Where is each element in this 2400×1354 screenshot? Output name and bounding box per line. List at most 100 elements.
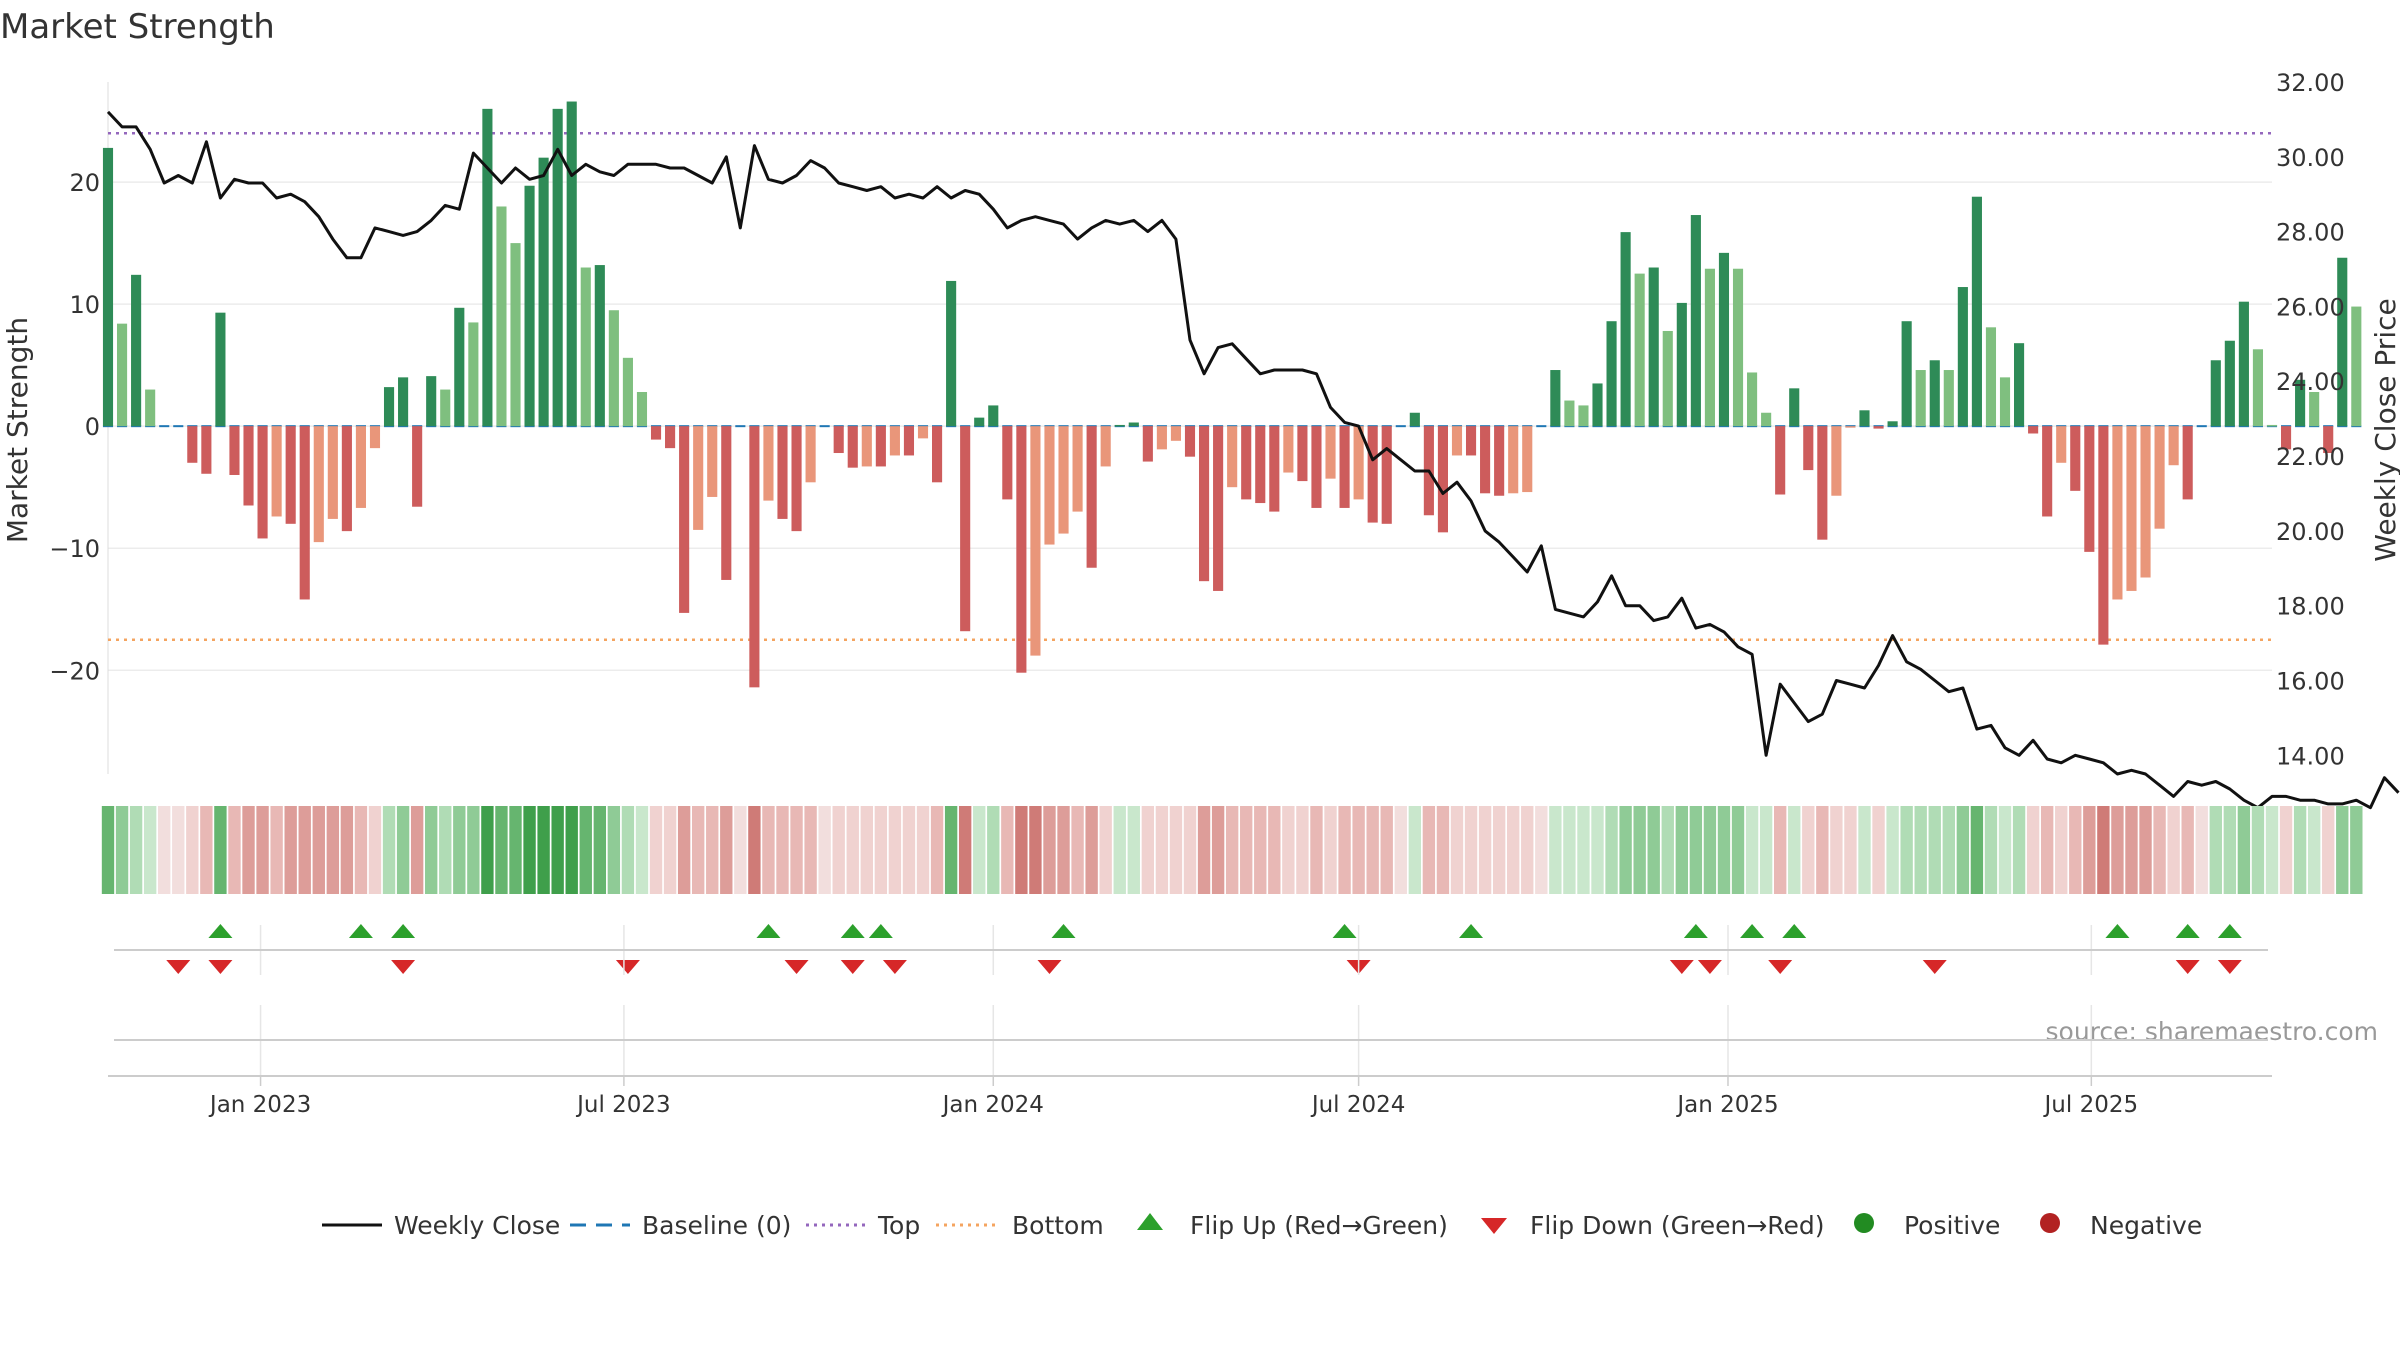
- strength-bar: [426, 376, 437, 427]
- strength-bar: [932, 426, 943, 483]
- strength-bar: [1339, 426, 1350, 508]
- heat-cell: [2083, 806, 2096, 894]
- heat-cell: [1675, 806, 1689, 894]
- heat-cell: [1745, 806, 1759, 894]
- strength-bar: [1255, 426, 1266, 504]
- strength-bar: [707, 426, 718, 497]
- heat-cell: [1099, 806, 1112, 894]
- heat-cell: [284, 806, 297, 894]
- heat-cell: [621, 806, 635, 894]
- strength-bar: [2084, 426, 2095, 552]
- heat-cell: [1535, 806, 1548, 894]
- strength-bar: [1086, 426, 1097, 568]
- strength-bar: [2337, 257, 2348, 427]
- strength-bar: [454, 307, 465, 427]
- strength-bar: [2028, 426, 2039, 434]
- flip-up-marker: [868, 924, 893, 938]
- y-tick-label: −10: [49, 535, 100, 563]
- heat-cell: [1071, 806, 1084, 894]
- heat-cell: [2139, 806, 2152, 894]
- heat-cell: [242, 806, 255, 894]
- y-axis-ticks: 20 10 0 −10 −20: [49, 169, 100, 685]
- strength-bar: [271, 426, 282, 517]
- heat-cell: [748, 806, 761, 894]
- heat-cell: [1197, 806, 1211, 894]
- heat-cell: [1352, 806, 1365, 894]
- flip-up-marker: [1683, 924, 1708, 938]
- strength-bar: [1156, 426, 1167, 450]
- strength-bar: [2351, 306, 2362, 427]
- flip-up-marker: [2105, 924, 2130, 938]
- strength-bar: [1662, 330, 1673, 427]
- legend-label: Flip Down (Green→Red): [1530, 1211, 1825, 1240]
- strength-bar: [1325, 426, 1336, 479]
- heat-cell: [691, 806, 705, 894]
- strength-bar: [2056, 426, 2067, 463]
- legend-swatch-negative: [2040, 1213, 2060, 1233]
- heat-cell: [523, 806, 536, 894]
- strength-bar: [2210, 360, 2221, 427]
- strength-bar: [721, 426, 732, 580]
- heat-cell: [1183, 806, 1197, 894]
- heat-cell: [2125, 806, 2138, 894]
- strength-bar: [2168, 426, 2179, 466]
- strength-bar: [1016, 426, 1027, 673]
- heat-cell: [565, 806, 578, 894]
- flip-down-marker: [1922, 960, 1947, 974]
- strength-bar: [1873, 426, 1884, 429]
- heat-cell: [2111, 806, 2124, 894]
- strength-bar: [145, 389, 156, 427]
- strength-bar: [917, 426, 929, 439]
- strength-bar: [1550, 370, 1561, 427]
- heat-cell: [1914, 806, 1927, 894]
- strength-bar: [693, 426, 704, 530]
- flip-up-marker: [756, 924, 781, 938]
- heat-cell: [607, 806, 621, 894]
- x-tick-label: Jan 2024: [941, 1092, 1044, 1118]
- strength-bar: [805, 426, 816, 483]
- heat-cell: [1689, 806, 1703, 894]
- heat-cell: [1591, 806, 1604, 894]
- heat-cell: [2153, 806, 2166, 894]
- y2-tick-label: 16.00: [2276, 667, 2345, 695]
- strength-bar: [2295, 379, 2306, 427]
- strength-bar: [665, 426, 676, 449]
- strength-bar: [482, 108, 493, 427]
- flip-down-marker: [840, 960, 865, 974]
- y-tick-label: 10: [69, 291, 100, 319]
- heat-cell: [354, 806, 368, 894]
- legend-swatch-positive: [1854, 1213, 1874, 1233]
- heat-cell: [663, 806, 677, 894]
- flip-down-marker: [1037, 960, 1062, 974]
- y2-tick-label: 20.00: [2276, 518, 2345, 546]
- strength-bar: [1494, 426, 1505, 496]
- heat-cell: [818, 806, 831, 894]
- strength-bar: [1971, 196, 1982, 427]
- strength-bar: [1606, 321, 1617, 427]
- legend-swatch-flip-down: [1481, 1218, 1507, 1234]
- heat-cell: [1521, 806, 1534, 894]
- strength-bar: [398, 377, 409, 427]
- heat-cell: [1984, 806, 1998, 894]
- strength-bar: [1170, 426, 1182, 441]
- heat-cell: [790, 806, 803, 894]
- legend-label: Flip Up (Red→Green): [1190, 1211, 1448, 1240]
- strength-bar: [1030, 426, 1041, 656]
- strength-bar: [1704, 268, 1715, 427]
- strength-bar: [2126, 426, 2137, 591]
- y2-tick-label: 18.00: [2276, 593, 2345, 621]
- strength-bar: [1508, 426, 1519, 494]
- heat-cell: [115, 806, 129, 894]
- strength-bar: [1915, 370, 1926, 427]
- strength-bar: [1353, 426, 1364, 500]
- strength-bar: [187, 426, 198, 463]
- heat-cell: [1268, 806, 1281, 894]
- y2-tick-label: 24.00: [2276, 368, 2345, 396]
- strength-bar: [1311, 426, 1322, 508]
- strength-bar: [1620, 232, 1631, 427]
- strength-bar: [1072, 426, 1083, 512]
- heat-cell: [1703, 806, 1717, 894]
- strength-bar: [116, 323, 128, 427]
- y2-tick-label: 32.00: [2276, 69, 2345, 97]
